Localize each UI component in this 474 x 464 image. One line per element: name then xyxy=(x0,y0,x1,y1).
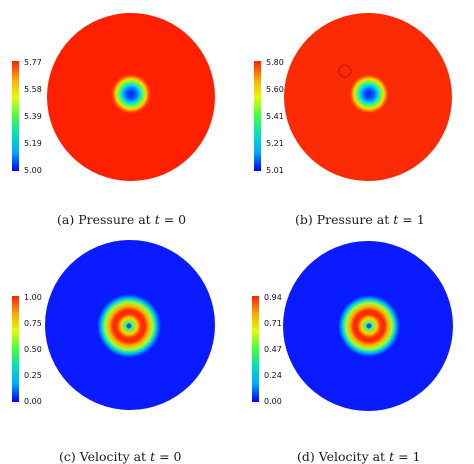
colorbar-tick-5: 0.00 xyxy=(264,397,282,406)
colorbar xyxy=(12,296,19,402)
caption-tag: (d) xyxy=(297,449,315,464)
disturbance-ring xyxy=(338,64,352,78)
colorbar-tick-1: 5.77 xyxy=(24,58,42,67)
panel-a: 5.77 5.58 5.39 5.19 5.00 (a) Pressure at… xyxy=(0,0,237,240)
colorbar-tick-2: 5.60 xyxy=(266,85,284,94)
velocity-center xyxy=(126,323,132,329)
colorbar-tick-2: 5.58 xyxy=(24,85,42,94)
colorbar xyxy=(254,61,261,171)
panel-b: 5.80 5.60 5.41 5.21 5.01 (b) Pressure at… xyxy=(237,0,474,240)
colorbar-tick-5: 0.00 xyxy=(24,397,42,406)
velocity-center xyxy=(366,323,372,329)
caption-eq: = 0 xyxy=(159,449,182,464)
caption-eq: = 1 xyxy=(398,449,421,464)
colorbar-tick-2: 0.75 xyxy=(24,319,42,328)
caption-a: (a) Pressure at t = 0 xyxy=(57,213,186,227)
pressure-plot-t1 xyxy=(254,13,452,181)
colorbar-tick-4: 0.24 xyxy=(264,371,282,380)
caption-eq: = 0 xyxy=(163,212,187,227)
caption-b: (b) Pressure at t = 1 xyxy=(295,213,425,227)
caption-var: t xyxy=(150,449,156,464)
colorbar-tick-1: 5.80 xyxy=(266,58,284,67)
caption-eq: = 1 xyxy=(402,212,425,227)
caption-var: t xyxy=(393,212,399,227)
caption-tag: (b) xyxy=(295,212,313,227)
colorbar-tick-3: 5.39 xyxy=(24,112,42,121)
colorbar-tick-1: 0.94 xyxy=(264,293,282,302)
panel-c: 1.00 0.75 0.50 0.25 0.00 (c) Velocity at… xyxy=(0,240,237,464)
colorbar-tick-3: 0.50 xyxy=(24,345,42,354)
pressure-well xyxy=(111,74,151,114)
velocity-plot-t0 xyxy=(12,240,215,410)
caption-tag: (a) xyxy=(57,212,75,227)
velocity-plot-t1 xyxy=(252,241,453,411)
colorbar-tick-3: 5.41 xyxy=(266,112,284,121)
colorbar-tick-1: 1.00 xyxy=(24,293,42,302)
caption-var: t xyxy=(154,212,160,227)
pressure-well xyxy=(349,74,389,114)
colorbar-tick-3: 0.47 xyxy=(264,345,282,354)
caption-c: (c) Velocity at t = 0 xyxy=(59,450,182,464)
panel-d: 0.94 0.71 0.47 0.24 0.00 (d) Velocity at… xyxy=(237,240,474,464)
colorbar-tick-4: 5.21 xyxy=(266,139,284,148)
caption-d: (d) Velocity at t = 1 xyxy=(297,450,421,464)
caption-tag: (c) xyxy=(59,449,76,464)
caption-text: Velocity at xyxy=(318,449,386,464)
caption-text: Velocity at xyxy=(79,449,147,464)
colorbar xyxy=(252,296,259,402)
colorbar xyxy=(12,61,19,171)
colorbar-tick-4: 0.25 xyxy=(24,371,42,380)
colorbar-tick-4: 5.19 xyxy=(24,139,42,148)
caption-text: Pressure at xyxy=(316,212,390,227)
caption-var: t xyxy=(389,449,395,464)
colorbar-tick-5: 5.01 xyxy=(266,166,284,175)
caption-text: Pressure at xyxy=(78,212,151,227)
colorbar-tick-2: 0.71 xyxy=(264,319,282,328)
colorbar-tick-5: 5.00 xyxy=(24,166,42,175)
pressure-plot-t0 xyxy=(12,13,215,181)
